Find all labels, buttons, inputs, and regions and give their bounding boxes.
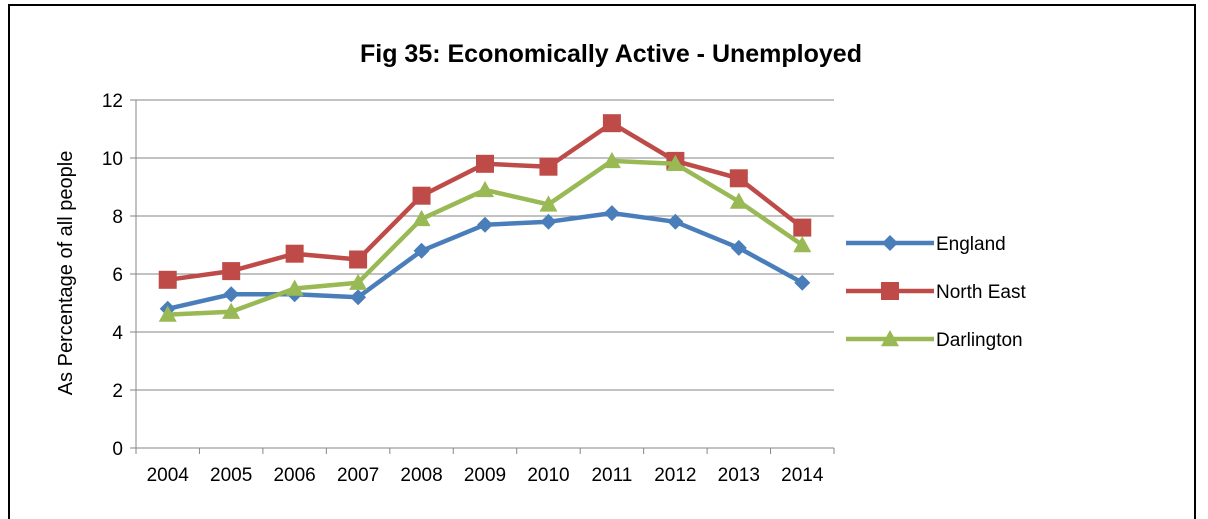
- data-point-darlington-2004: [158, 305, 177, 322]
- data-point-darlington-2012: [666, 154, 685, 171]
- legend-label-england: England: [936, 234, 1006, 255]
- y-axis-title: As Percentage of all people: [55, 151, 77, 396]
- data-point-england-2012: [667, 213, 684, 230]
- y-tick-label: 0: [112, 439, 123, 460]
- data-point-darlington-2013: [729, 192, 748, 209]
- y-tick-label: 8: [112, 207, 123, 228]
- data-point-north-east-2005: [222, 262, 241, 281]
- data-point-england-2014: [794, 274, 811, 291]
- data-point-darlington-2008: [412, 209, 431, 227]
- legend-item-england: England: [846, 234, 1006, 255]
- series-line-north-east: [167, 120, 804, 283]
- series: [158, 114, 812, 322]
- data-point-england-2009: [477, 216, 493, 233]
- data-point-england-2011: [603, 205, 620, 222]
- data-point-darlington-2006: [285, 279, 304, 296]
- x-tick-label-2008: 2008: [400, 465, 442, 486]
- legend-marker-north-east: [881, 282, 899, 300]
- series-darlington: [158, 151, 812, 322]
- series-north-east: [158, 114, 812, 289]
- data-point-north-east-2013: [729, 169, 748, 188]
- data-point-darlington-2011: [602, 151, 621, 169]
- y-tick-label: 10: [102, 149, 123, 170]
- data-point-england-2013: [730, 239, 747, 256]
- data-point-england-2007: [350, 289, 367, 306]
- x-tick-label-2013: 2013: [718, 465, 760, 486]
- data-point-north-east-2008: [412, 186, 431, 205]
- legend-item-north-east: North East: [846, 282, 1026, 303]
- legend-item-darlington: Darlington: [846, 330, 1023, 351]
- data-point-england-2010: [540, 213, 557, 230]
- axes: 0 2 4 6 8 10 12 2004 2005 2006 2007 2008 2009 2010 201…: [102, 91, 835, 486]
- data-point-darlington-2014: [793, 236, 812, 253]
- data-point-north-east-2007: [349, 250, 368, 269]
- y-tick-label: 6: [112, 265, 123, 286]
- legend-label-north-east: North East: [936, 282, 1026, 303]
- data-point-north-east-2009: [476, 154, 494, 173]
- data-point-north-east-2011: [602, 114, 621, 133]
- data-point-north-east-2004: [158, 270, 177, 289]
- data-point-darlington-2009: [476, 180, 494, 198]
- x-tick-label-2009: 2009: [464, 465, 506, 486]
- x-tick-label-2011: 2011: [591, 465, 632, 486]
- y-tick-label: 12: [102, 91, 123, 112]
- legend: England North East Darlington: [846, 234, 1026, 351]
- y-tick-label: 2: [112, 381, 123, 402]
- x-tick-label-2005: 2005: [210, 465, 252, 486]
- data-point-darlington-2007: [349, 273, 368, 290]
- chart-frame: [8, 4, 1196, 519]
- data-point-england-2005: [223, 286, 240, 303]
- data-point-darlington-2005: [222, 302, 241, 319]
- x-tick-label-2006: 2006: [273, 465, 315, 486]
- data-point-north-east-2010: [539, 157, 558, 176]
- data-point-north-east-2006: [285, 244, 304, 263]
- legend-marker-england: [882, 235, 898, 251]
- x-tick-label-2004: 2004: [147, 465, 190, 486]
- y-tick-label: 4: [112, 323, 123, 344]
- legend-marker-darlington: [881, 330, 899, 347]
- legend-label-darlington: Darlington: [936, 330, 1023, 351]
- x-tick-label-2007: 2007: [337, 465, 379, 486]
- x-tick-label-2014: 2014: [781, 465, 824, 486]
- x-tick-label-2012: 2012: [654, 465, 696, 486]
- data-point-north-east-2014: [793, 218, 812, 237]
- data-point-england-2008: [413, 242, 430, 259]
- data-point-darlington-2010: [539, 195, 558, 212]
- chart-title: Fig 35: Economically Active - Unemployed: [360, 40, 862, 68]
- x-tick-label-2010: 2010: [527, 465, 569, 486]
